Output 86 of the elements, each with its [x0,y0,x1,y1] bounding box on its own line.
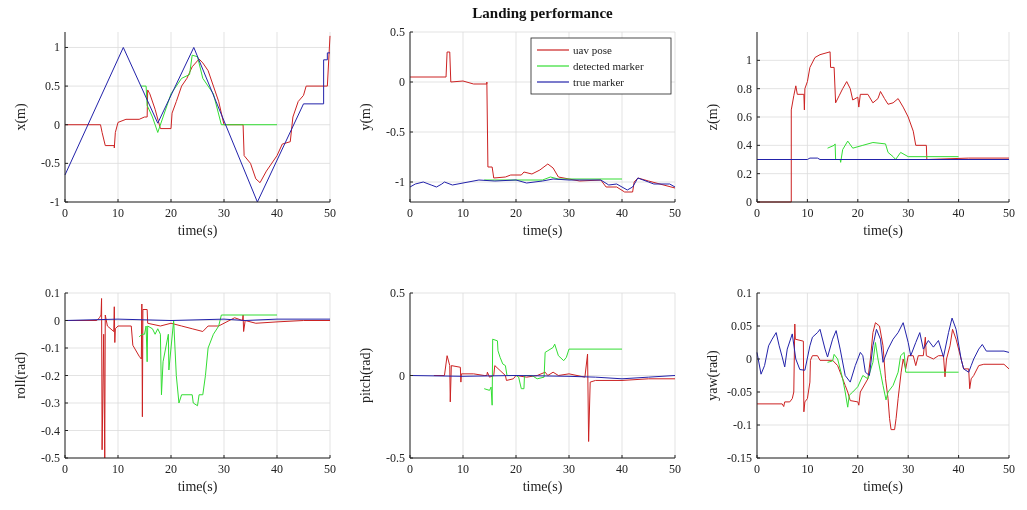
x-tick-label: 50 [669,206,681,220]
y-tick-label: 0.05 [731,319,752,333]
y-tick-label: -0.5 [41,451,60,465]
y-tick-label: 0 [54,117,60,132]
legend-label: true marker [573,76,625,88]
y-tick-label: 0.1 [737,286,752,300]
line-series [827,140,960,163]
x-tick-label: 30 [218,462,230,476]
y-tick-label: -0.2 [41,368,60,383]
y-tick-label: 0.5 [390,25,405,39]
legend-label: detected marker [573,60,644,72]
x-axis-title: time(s) [177,223,218,239]
x-tick-label: 40 [952,206,965,220]
y-tick-label: 0.6 [737,110,752,124]
y-axis-title: pitch(rad) [358,347,374,404]
y-tick-label: 0.2 [737,166,752,181]
x-tick-label: 20 [851,206,864,220]
y-tick-label: 0.5 [45,79,60,94]
x-tick-label: 40 [271,206,283,220]
line-series [409,51,676,193]
y-tick-label: -0.15 [727,451,752,465]
y-tick-label: 0.5 [390,286,405,300]
x-tick-label: 10 [801,462,814,476]
x-tick-label: 30 [902,206,915,220]
y-tick-label: 1 [54,40,60,55]
y-tick-label: 0.4 [737,138,752,153]
x-axis-title: time(s) [522,223,563,239]
x-tick-label: 30 [563,206,575,220]
y-tick-label: -0.5 [386,125,405,139]
line-series [409,177,676,191]
x-axis-title: time(s) [177,479,218,495]
y-tick-label: 0 [746,352,752,366]
line-series [756,317,1010,383]
line-series [827,342,960,408]
x-axis-title: time(s) [863,479,904,495]
y-axis-title: yaw(rad) [705,349,721,401]
y-tick-label: -1 [395,175,405,189]
chart-title: Landing performance [472,5,614,21]
x-tick-label: 40 [616,462,628,476]
x-tick-label: 40 [952,462,965,476]
x-tick-label: 50 [324,462,336,476]
line-series [756,322,1010,431]
y-axis-title: roll(rad) [13,351,29,399]
y-tick-label: 0 [54,313,60,328]
y-tick-label: 0.8 [737,81,752,96]
y-tick-label: 0 [746,195,752,209]
x-tick-label: 50 [669,462,681,476]
y-tick-label: -0.1 [733,418,752,432]
y-tick-label: -0.1 [41,341,60,355]
y-tick-label: -0.4 [41,423,60,438]
x-tick-label: 30 [218,206,230,220]
y-axis-title: z(m) [705,103,721,131]
y-tick-label: 0.1 [45,286,60,300]
x-tick-label: 20 [165,462,177,476]
y-tick-label: -1 [50,195,60,209]
x-axis-title: time(s) [522,479,563,495]
x-tick-label: 10 [801,206,814,220]
x-tick-label: 30 [902,462,915,476]
line-series [140,54,278,133]
y-tick-label: 0 [399,75,405,89]
y-axis-title: x(m) [13,103,29,131]
x-tick-label: 10 [457,206,469,220]
y-tick-label: 1 [746,53,752,68]
x-tick-label: 40 [271,462,283,476]
x-tick-label: 10 [112,462,124,476]
x-tick-label: 50 [324,206,336,220]
x-tick-label: 20 [510,206,522,220]
y-tick-label: 0 [399,368,405,383]
x-tick-label: 40 [616,206,628,220]
x-axis-title: time(s) [863,223,904,239]
line-series [138,314,278,407]
x-tick-label: 50 [1003,462,1015,476]
line-series [483,338,623,406]
x-tick-label: 20 [851,462,864,476]
y-tick-label: -0.05 [727,385,752,399]
y-axis-title: y(m) [358,103,374,131]
x-tick-label: 50 [1003,206,1015,220]
x-tick-label: 10 [457,462,469,476]
y-tick-label: -0.5 [41,156,60,171]
x-tick-label: 20 [165,206,177,220]
legend-label: uav pose [573,44,612,56]
x-tick-label: 10 [112,206,124,220]
y-tick-label: -0.5 [386,451,405,465]
x-tick-label: 30 [563,462,575,476]
x-tick-label: 20 [510,462,522,476]
y-tick-label: -0.3 [41,396,60,410]
